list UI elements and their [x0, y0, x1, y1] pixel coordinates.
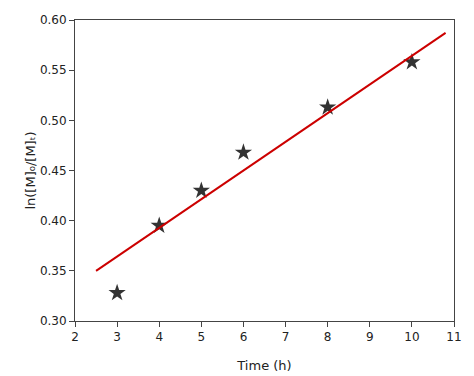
svg-text:0.35: 0.35 [40, 264, 67, 278]
svg-text:2: 2 [71, 330, 79, 344]
svg-text:0.30: 0.30 [40, 314, 67, 328]
svg-text:8: 8 [324, 330, 332, 344]
svg-text:5: 5 [198, 330, 206, 344]
svg-text:9: 9 [366, 330, 374, 344]
svg-text:7: 7 [282, 330, 290, 344]
svg-text:0.55: 0.55 [40, 63, 67, 77]
svg-text:3: 3 [113, 330, 121, 344]
svg-text:6: 6 [240, 330, 248, 344]
svg-text:ln([M]₀/[M]ₜ): ln([M]₀/[M]ₜ) [23, 131, 38, 209]
svg-text:0.60: 0.60 [40, 13, 67, 27]
svg-text:10: 10 [404, 330, 419, 344]
svg-text:4: 4 [155, 330, 163, 344]
svg-text:Time (h): Time (h) [236, 358, 291, 373]
svg-text:11: 11 [446, 330, 461, 344]
svg-text:0.45: 0.45 [40, 164, 67, 178]
svg-text:0.50: 0.50 [40, 114, 67, 128]
svg-text:0.40: 0.40 [40, 214, 67, 228]
